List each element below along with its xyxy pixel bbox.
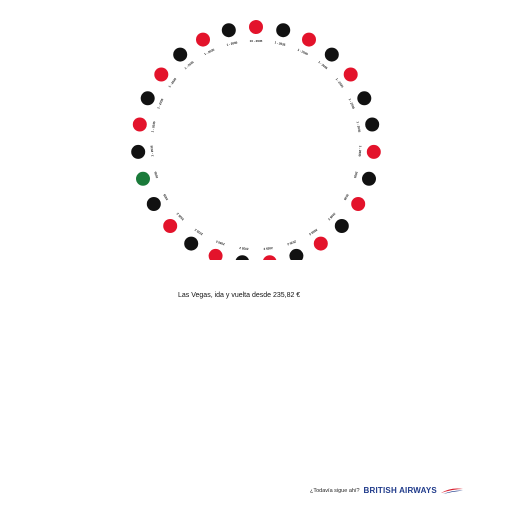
roulette-wheel: 10 - 2035 1 - 2035 1 - 2035 1 - 2035 1 - 203… <box>131 20 381 260</box>
roulette-pocket-red <box>208 248 223 260</box>
roulette-pocket-label: 2035 2 <box>327 212 336 222</box>
roulette-pocket-label: 1 - 2035 <box>226 40 238 47</box>
roulette-pocket-black <box>276 23 291 38</box>
footer: ¿Todavía sigue ahí? BRITISH AIRWAYS <box>310 486 463 495</box>
roulette-pocket-label: 2035 <box>162 193 169 201</box>
roulette-pocket-label: 1 - 2035 <box>358 145 363 157</box>
roulette-pocket-black <box>324 47 339 62</box>
roulette-pocket-label: 2035 2 <box>175 212 184 222</box>
roulette-pocket-label: 1 - 2035 <box>168 77 178 88</box>
roulette-pocket-red <box>163 219 178 233</box>
roulette-pocket-black <box>357 91 372 106</box>
roulette-pocket-black <box>334 219 349 233</box>
roulette-pocket-black <box>221 23 236 38</box>
roulette-pocket-label: 2035 2 <box>308 228 318 237</box>
roulette-pocket-red <box>313 236 328 251</box>
roulette-pocket-black <box>235 255 249 260</box>
roulette-pocket-black <box>362 171 376 186</box>
roulette-pocket-black <box>146 197 161 211</box>
roulette-pocket-label: 1 - 2035 <box>356 121 362 133</box>
roulette-pocket-green <box>136 171 150 186</box>
roulette-pocket-label: 1 - 2035 <box>150 145 155 157</box>
roulette-pocket-label: 2035 <box>153 171 159 179</box>
british-airways-logo-icon <box>440 488 463 494</box>
roulette-pocket-label: 1 - 2035 <box>274 40 286 47</box>
roulette-pocket-black <box>173 47 188 62</box>
roulette-pocket-black <box>131 144 146 159</box>
roulette-pocket-black <box>289 248 304 260</box>
roulette-pocket-red <box>263 255 277 260</box>
roulette-pocket-label: 2035 <box>343 193 350 201</box>
roulette-pocket-red <box>196 32 210 47</box>
roulette-pocket-label: 2035 2 <box>215 239 225 246</box>
roulette-pocket-label: 2035 <box>353 171 359 179</box>
brand-name: BRITISH AIRWAYS <box>363 486 437 495</box>
roulette-pocket-label: 2035 2 <box>239 246 249 251</box>
roulette-pocket-label: 2035 2 <box>286 239 296 246</box>
roulette-pocket-label: 10 - 2035 <box>250 39 263 43</box>
headline: Las Vegas, ida y vuelta desde 235,82 € <box>178 292 301 299</box>
roulette-pocket-red <box>343 67 358 82</box>
roulette-pocket-label: 2035 2 <box>263 246 273 251</box>
tagline: ¿Todavía sigue ahí? <box>310 487 360 494</box>
roulette-pocket-black <box>365 117 380 132</box>
roulette-pocket-red <box>249 20 263 34</box>
roulette-pocket-label: 1 - 2035 <box>297 48 309 57</box>
roulette-pocket-black <box>140 91 155 106</box>
roulette-pocket-red <box>302 32 316 47</box>
roulette-pocket-red <box>366 144 381 159</box>
roulette-pocket-label: 2035 2 <box>194 228 204 237</box>
roulette-pocket-red <box>351 197 366 211</box>
roulette-pocket-label: 1 - 2035 <box>348 98 356 110</box>
roulette-pocket-label: 1 - 2035 <box>150 121 156 133</box>
roulette-pocket-label: 1 - 2035 <box>203 48 215 57</box>
roulette-pocket-label: 1 - 2035 <box>184 60 195 70</box>
roulette-pocket-red <box>132 117 147 132</box>
roulette-pocket-label: 1 - 2035 <box>335 77 345 88</box>
roulette-pocket-label: 1 - 2035 <box>317 60 328 70</box>
roulette-pocket-red <box>154 67 169 82</box>
roulette-pocket-black <box>184 236 199 251</box>
roulette-pocket-label: 1 - 2035 <box>156 98 164 110</box>
